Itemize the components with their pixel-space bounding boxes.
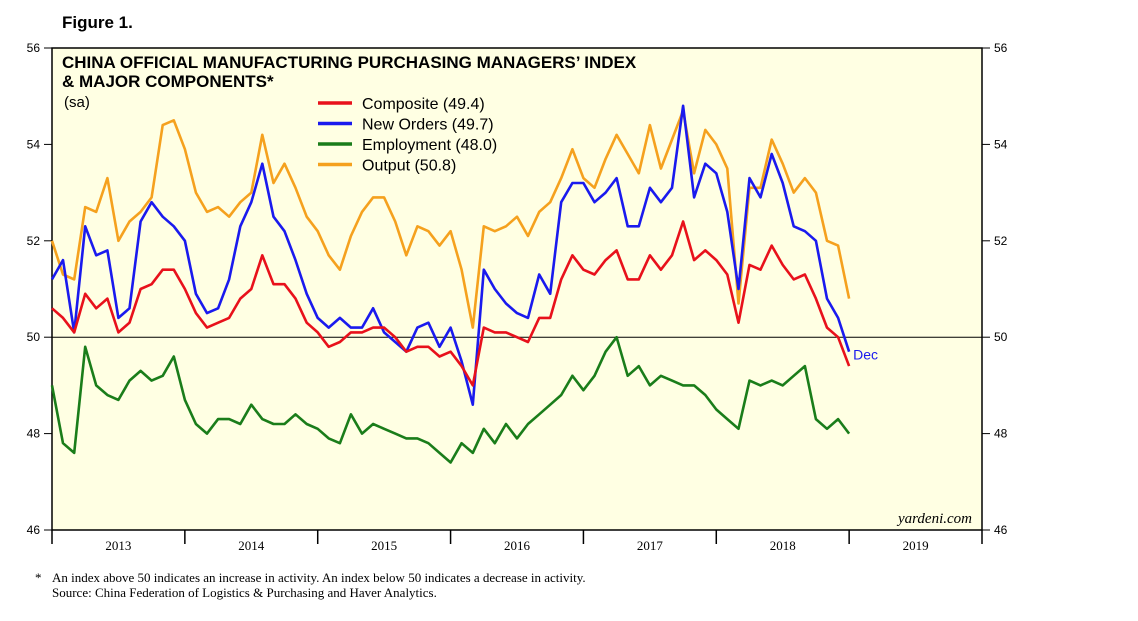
y-tick-label: 48 <box>27 427 41 441</box>
x-tick-label: 2016 <box>504 538 531 553</box>
x-tick-label: 2019 <box>903 538 929 553</box>
y-tick-label: 50 <box>27 330 41 344</box>
x-tick-label: 2018 <box>770 538 796 553</box>
chart-title: & MAJOR COMPONENTS* <box>62 72 274 91</box>
footnote: An index above 50 indicates an increase … <box>52 570 586 585</box>
y-tick-label: 56 <box>27 41 41 55</box>
y-tick-label: 52 <box>27 234 41 248</box>
y-tick-label: 54 <box>27 137 41 151</box>
series-line <box>50 109 851 329</box>
series-line <box>50 335 851 464</box>
y-tick-label: 46 <box>27 523 41 537</box>
legend-label: New Orders (49.7) <box>362 117 494 134</box>
x-tick-label: 2013 <box>105 538 131 553</box>
legend-label: Output (50.8) <box>362 158 456 175</box>
footnote-marker: * <box>35 570 42 585</box>
plot-area <box>51 47 983 531</box>
source-mark: yardeni.com <box>896 511 972 527</box>
y-tick-label: 52 <box>994 234 1008 248</box>
x-tick-label: 2015 <box>371 538 397 553</box>
x-tick-label: 2017 <box>637 538 664 553</box>
legend-label: Employment (48.0) <box>362 137 497 154</box>
y-tick-label: 48 <box>994 427 1008 441</box>
chart-subtitle: (sa) <box>64 94 90 111</box>
x-tick-label: 2014 <box>238 538 265 553</box>
annotation: Dec <box>853 347 878 363</box>
series-line <box>50 104 851 406</box>
y-tick-label: 56 <box>994 41 1008 55</box>
y-tick-label: 50 <box>994 330 1008 344</box>
y-tick-label: 46 <box>994 523 1008 537</box>
legend-label: Composite (49.4) <box>362 96 485 113</box>
footnote: Source: China Federation of Logistics & … <box>52 585 437 600</box>
series-line <box>51 220 851 387</box>
figure-label: Figure 1. <box>62 13 133 32</box>
chart-title: CHINA OFFICIAL MANUFACTURING PURCHASING … <box>62 53 637 72</box>
y-tick-label: 54 <box>994 137 1008 151</box>
